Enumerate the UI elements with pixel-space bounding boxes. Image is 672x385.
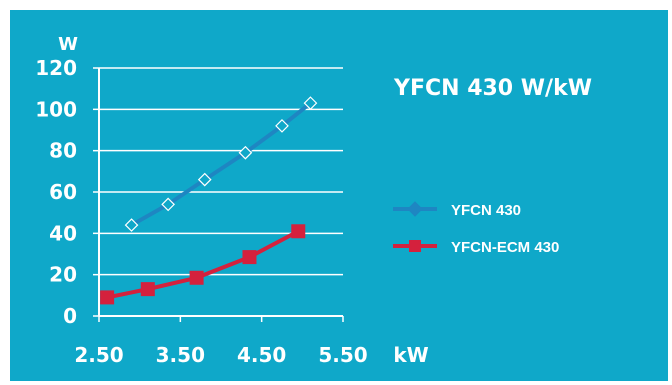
data-point [291, 224, 306, 239]
legend-item-yfcn-ecm-430: YFCN-ECM 430 [393, 239, 559, 256]
data-point [189, 270, 204, 285]
data-point [242, 250, 257, 265]
data-point [124, 218, 139, 232]
y-tick-label: 0 [63, 304, 77, 328]
x-tick-label: 5.50 [318, 343, 367, 367]
data-point [140, 282, 155, 297]
x-tick-label: 4.50 [237, 343, 286, 367]
data-point [100, 290, 115, 305]
x-tick-labels: 2.50 3.50 4.50 5.50 [74, 343, 367, 367]
x-tick-label: 2.50 [74, 343, 123, 367]
data-point [275, 119, 289, 133]
x-tick-label: 3.50 [156, 343, 205, 367]
chart-panel: 0 20 40 60 80 100 120 2.50 3.50 4.50 5.50 W kW YF… [10, 10, 668, 381]
y-tick-label: 100 [35, 97, 77, 121]
chart-title: YFCN 430 W/kW [393, 76, 592, 101]
y-tick-label: 40 [49, 221, 77, 245]
legend-label-yfcn-ecm-430: YFCN-ECM 430 [451, 239, 559, 256]
legend-label-yfcn-430: YFCN 430 [451, 202, 521, 219]
legend: YFCN 430 YFCN-ECM 430 [393, 201, 559, 256]
series [100, 96, 318, 305]
data-point [197, 172, 212, 187]
data-point [303, 96, 318, 110]
y-tick-label: 120 [35, 56, 77, 80]
y-tick-label: 80 [49, 139, 77, 163]
legend-marker-yfcn-ecm-430 [409, 240, 421, 252]
series-line-0 [130, 101, 312, 227]
series-line-1 [106, 229, 300, 300]
legend-item-yfcn-430: YFCN 430 [393, 201, 521, 219]
data-point [238, 145, 253, 160]
data-point [161, 197, 175, 212]
y-tick-labels: 0 20 40 60 80 100 120 [35, 56, 77, 328]
legend-marker-yfcn-430 [407, 201, 423, 217]
y-axis-label: W [58, 34, 78, 55]
y-tick-label: 20 [49, 263, 77, 287]
axes [98, 68, 343, 317]
y-tick-label: 60 [49, 180, 77, 204]
line-chart: 0 20 40 60 80 100 120 2.50 3.50 4.50 5.50 W kW YF… [35, 34, 592, 367]
x-axis-label: kW [393, 343, 428, 367]
